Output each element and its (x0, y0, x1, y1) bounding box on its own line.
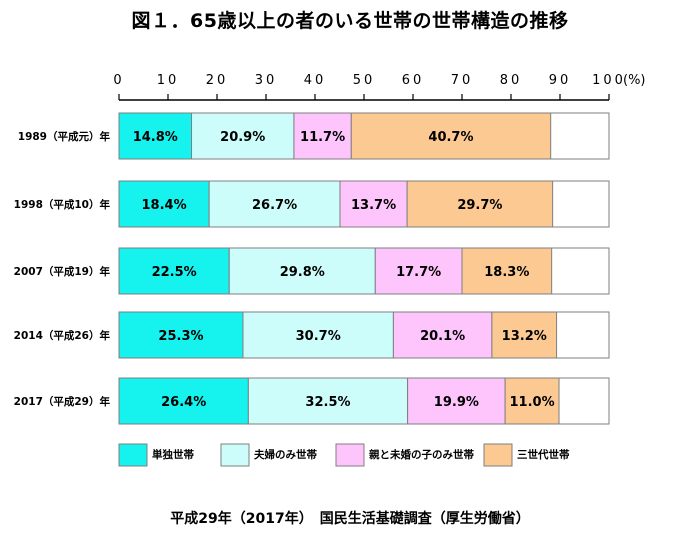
bar-segment (504, 377, 560, 425)
data-label: 26.4% (161, 395, 206, 410)
x-tick-label: 70 (451, 73, 474, 88)
category-label: 1998（平成10）年 (14, 198, 111, 211)
data-label: 20.1% (420, 329, 465, 344)
x-tick-label: 90 (549, 73, 572, 88)
x-tick-label: 10 (157, 73, 180, 88)
x-tick-label: 80 (500, 73, 523, 88)
bar-segment (118, 377, 249, 425)
legend-label: 親と未婚の子のみ世帯 (369, 448, 474, 461)
category-label: 1989（平成元）年 (18, 130, 111, 143)
bar-segment (228, 247, 376, 295)
x-tick-label: 100 (592, 73, 626, 88)
legend-swatch (220, 443, 250, 467)
data-label: 22.5% (152, 265, 197, 280)
data-label: 13.2% (502, 329, 547, 344)
legend-label: 夫婦のみ世帯 (254, 448, 317, 461)
x-tick-label: 60 (402, 73, 425, 88)
bar-segment (242, 311, 394, 359)
x-tick-label: 30 (255, 73, 278, 88)
x-axis: 0 10 20 30 40 50 60 70 80 90 100(%) (113, 73, 646, 101)
legend-swatch (118, 443, 148, 467)
data-label: 20.9% (220, 130, 265, 145)
bar-segment (406, 180, 554, 228)
bar-segment (118, 180, 210, 228)
x-tick-label: 20 (206, 73, 229, 88)
bar-segment (339, 180, 408, 228)
data-label: 18.4% (142, 198, 187, 213)
bar-segment (374, 247, 463, 295)
category-label: 2017（平成29）年 (14, 395, 111, 408)
data-label: 29.8% (280, 265, 325, 280)
data-label: 11.0% (510, 395, 555, 410)
data-label: 30.7% (296, 329, 341, 344)
bar-segment (118, 311, 244, 359)
legend-swatch (483, 443, 513, 467)
bar-segment (191, 112, 295, 160)
data-label: 18.3% (484, 265, 529, 280)
bar-segment (491, 311, 558, 359)
bar-segment (461, 247, 553, 295)
bars: 14.8% 20.9% 11.7% 40.7% 18.4% 26.7% 13.7% 29.7%… (118, 112, 610, 425)
x-tick-label: 50 (353, 73, 376, 88)
source-note: 平成29年（2017年） 国民生活基礎調査（厚生労働省） (170, 511, 530, 527)
data-label: 19.9% (434, 395, 479, 410)
category-label: 2014（平成26）年 (14, 329, 111, 342)
data-label: 40.7% (428, 130, 473, 145)
data-label: 32.5% (305, 395, 350, 410)
bar-segment (247, 377, 409, 425)
data-label: 26.7% (252, 198, 297, 213)
chart-title: 図１．65歳以上の者のいる世帯の世帯構造の推移 (131, 10, 569, 32)
legend-label: 三世代世帯 (517, 448, 570, 461)
x-tick-label: 0 (113, 73, 124, 88)
legend: 単独世帯 夫婦のみ世帯 親と未婚の子のみ世帯 三世代世帯 (118, 443, 570, 467)
data-label: 17.7% (396, 265, 441, 280)
data-label: 13.7% (351, 198, 396, 213)
x-tick-label: 40 (304, 73, 327, 88)
bar-segment (350, 112, 552, 160)
legend-swatch (335, 443, 365, 467)
legend-label: 単独世帯 (152, 448, 194, 461)
category-labels: 1989（平成元）年 1998（平成10）年 2007（平成19）年 2014（平成2… (14, 130, 111, 408)
bar-segment (392, 311, 493, 359)
category-label: 2007（平成19）年 (14, 265, 111, 278)
data-label: 14.8% (133, 130, 178, 145)
bar-segment (407, 377, 506, 425)
data-label: 29.7% (457, 198, 502, 213)
x-axis-unit: (%) (623, 73, 646, 88)
data-label: 25.3% (158, 329, 203, 344)
data-label: 11.7% (300, 130, 345, 145)
